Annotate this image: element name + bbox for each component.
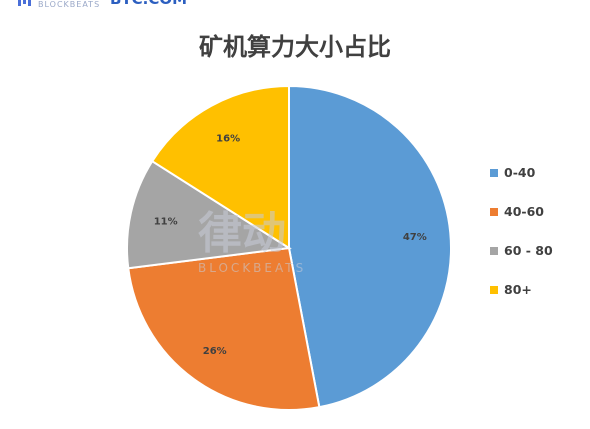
slice-label-60-80: 11%: [154, 216, 178, 227]
pie-slice-80+: [150, 84, 290, 250]
legend-label-80+: 80+: [504, 282, 532, 297]
pie-slice-60-80: [126, 159, 292, 270]
pie-slice-40-60: [127, 246, 321, 411]
legend-swatch-60-80: [490, 247, 498, 255]
blockbeats-logo: BLOCKBEATS: [18, 0, 100, 9]
legend-label-0-40: 0-40: [504, 165, 536, 180]
btc-com-logo: BTC.COM: [110, 0, 187, 8]
slice-label-80+: 16%: [216, 133, 240, 144]
slice-label-0-40: 47%: [403, 232, 427, 243]
legend-swatch-40-60: [490, 208, 498, 216]
chart-legend: 0-40 40-60 60 - 80 80+: [490, 165, 553, 297]
legend-swatch-0-40: [490, 169, 498, 177]
legend-swatch-80+: [490, 286, 498, 294]
legend-label-60-80: 60 - 80: [504, 243, 553, 258]
chart-title: 矿机算力大小占比: [199, 33, 391, 61]
watermark-sub: BLOCKBEATS: [198, 261, 306, 275]
pie-slice-labels: 47% 26% 11% 16%: [154, 133, 427, 357]
slice-label-40-60: 26%: [203, 346, 227, 357]
legend-label-40-60: 40-60: [504, 204, 544, 219]
watermark: 律动 BLOCKBEATS: [198, 208, 306, 275]
blockbeats-logo-text: BLOCKBEATS: [38, 0, 100, 9]
watermark-main: 律动: [198, 208, 286, 259]
pie-slice-0-40: [288, 84, 452, 409]
pie-slices: [126, 84, 452, 411]
